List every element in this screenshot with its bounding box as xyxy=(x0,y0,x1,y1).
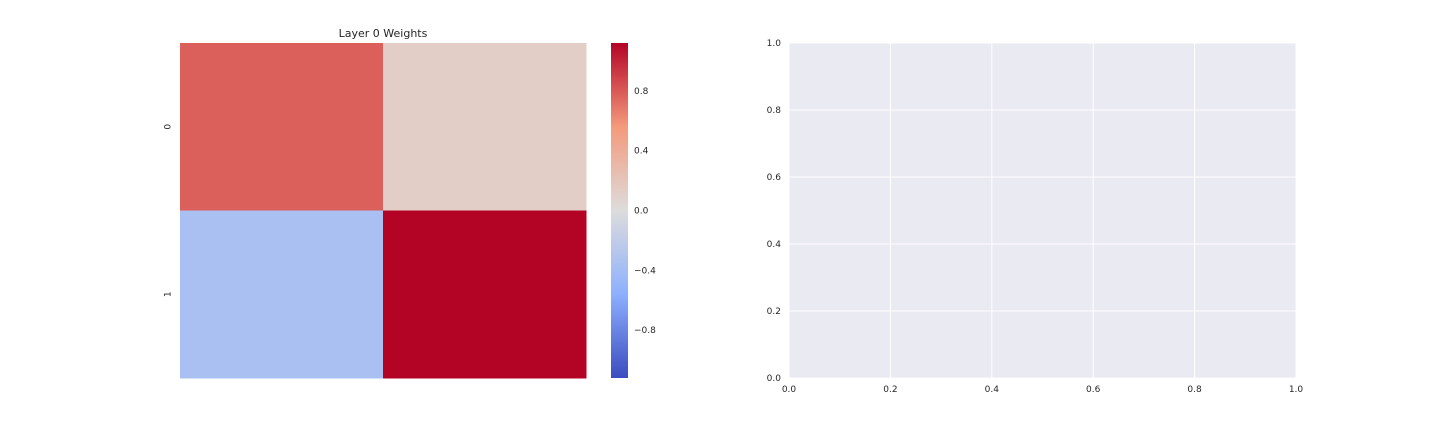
x-tick-label: 0.6 xyxy=(1086,385,1101,395)
y-tick-label: 0.0 xyxy=(767,374,782,384)
colorbar-tick-label: 0.4 xyxy=(634,147,649,157)
empty-axes: 0.0 0.2 0.4 0.6 0.8 1.0 0.0 0.2 0.4 0.6 0.8 1.0 xyxy=(767,39,1304,395)
y-tick-label: 0.6 xyxy=(767,173,782,183)
y-tick-label: 0.2 xyxy=(767,307,781,317)
heatmap-axes: 01 xyxy=(164,43,587,379)
y-tick-label: 0.4 xyxy=(767,240,782,250)
x-tick-label: 0.4 xyxy=(985,385,1000,395)
axes-background xyxy=(789,43,1296,378)
colorbar: 0.8 0.4 0.0 −0.4 −0.8 xyxy=(611,43,656,378)
x-tick-label: 0.2 xyxy=(883,385,897,395)
x-tick-label: 1.0 xyxy=(1289,385,1304,395)
colorbar-tick-label: 0.8 xyxy=(634,87,649,97)
x-tick-label: 0.8 xyxy=(1187,385,1202,395)
y-tick-label: 1.0 xyxy=(767,39,782,49)
x-tick-label: 0.0 xyxy=(782,385,797,395)
heatmap-cell xyxy=(180,210,384,379)
heatmap-title: Layer 0 Weights xyxy=(338,27,428,40)
colorbar-tick-label: −0.8 xyxy=(634,326,656,336)
colorbar-tick-label: −0.4 xyxy=(634,266,656,276)
heatmap-cell xyxy=(383,210,587,379)
heatmap-cell xyxy=(180,43,384,211)
colorbar-tick-label: 0.0 xyxy=(634,207,649,217)
heatmap-cell xyxy=(383,43,587,211)
y-tick-label: 0.8 xyxy=(767,106,782,116)
heatmap-row-label: 0 xyxy=(164,124,174,130)
colorbar-gradient xyxy=(611,43,628,378)
heatmap-row-label: 1 xyxy=(164,291,174,297)
